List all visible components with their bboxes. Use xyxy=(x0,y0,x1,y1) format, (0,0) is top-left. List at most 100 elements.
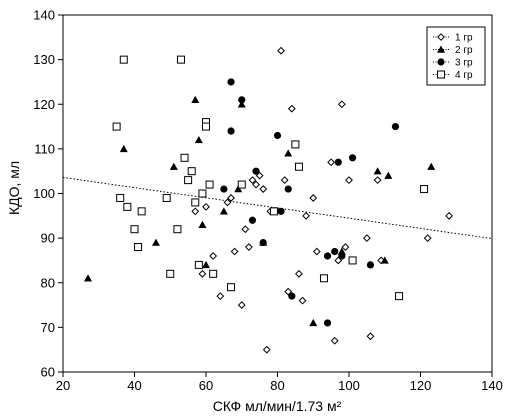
y-tick-label: 80 xyxy=(41,275,55,290)
data-point xyxy=(302,211,311,220)
x-tick-label: 60 xyxy=(199,378,213,393)
data-point xyxy=(348,256,357,265)
data-point xyxy=(198,269,207,278)
data-point xyxy=(348,154,357,162)
data-point xyxy=(191,95,200,103)
data-point xyxy=(330,336,339,345)
data-point xyxy=(366,261,375,269)
data-point xyxy=(173,225,182,234)
data-point xyxy=(373,176,382,185)
legend-label: 2 гр xyxy=(455,45,473,56)
data-point xyxy=(327,158,336,167)
data-points xyxy=(84,46,454,354)
y-tick-label: 90 xyxy=(41,231,55,246)
data-point xyxy=(198,220,207,228)
data-point xyxy=(334,158,342,166)
data-point xyxy=(445,211,454,220)
data-point xyxy=(362,234,371,243)
data-point xyxy=(345,176,353,185)
data-point xyxy=(288,292,296,300)
data-point xyxy=(220,185,228,193)
data-point xyxy=(287,104,296,113)
data-point xyxy=(269,207,278,216)
series-1 xyxy=(191,46,454,354)
y-tick-label: 100 xyxy=(33,186,55,201)
data-point xyxy=(180,153,189,162)
data-point xyxy=(116,193,125,202)
data-point xyxy=(337,100,346,109)
data-point xyxy=(280,176,289,185)
data-point xyxy=(319,274,328,283)
legend-box xyxy=(426,26,486,86)
data-point xyxy=(176,55,185,64)
data-point xyxy=(202,122,210,131)
x-tick-label: 140 xyxy=(481,378,503,393)
data-point xyxy=(244,243,253,251)
data-point xyxy=(259,185,268,193)
data-point xyxy=(191,198,200,207)
data-point xyxy=(191,207,200,216)
data-point xyxy=(295,269,303,278)
data-point xyxy=(284,185,292,193)
data-point xyxy=(241,225,250,234)
legend-marker xyxy=(437,58,445,66)
y-tick-label: 130 xyxy=(33,52,55,67)
data-point xyxy=(230,247,239,256)
data-point xyxy=(248,216,257,224)
data-point xyxy=(380,256,389,264)
data-point xyxy=(373,167,382,175)
data-point xyxy=(151,238,160,246)
data-point xyxy=(294,162,303,171)
data-point xyxy=(216,292,225,301)
x-tick-label: 120 xyxy=(410,378,432,393)
data-point xyxy=(273,131,282,140)
x-tick-label: 100 xyxy=(338,378,360,393)
data-point xyxy=(237,100,246,108)
data-point xyxy=(227,78,235,86)
data-point xyxy=(119,55,128,64)
data-point xyxy=(202,202,210,211)
data-point xyxy=(338,252,346,260)
data-point xyxy=(223,198,232,207)
data-point xyxy=(423,234,432,243)
data-point xyxy=(384,171,393,179)
legend-marker xyxy=(437,45,445,53)
data-point xyxy=(252,180,260,189)
data-point xyxy=(252,167,260,175)
data-point xyxy=(198,189,207,198)
data-point xyxy=(262,345,271,354)
data-point xyxy=(277,207,285,215)
data-point xyxy=(259,238,267,247)
data-point xyxy=(341,243,350,251)
data-point xyxy=(237,180,246,189)
y-axis-label: КДО, мл xyxy=(6,161,22,215)
x-tick-label: 20 xyxy=(56,378,70,393)
x-axis-label: СКФ мл/мин/1.73 м² xyxy=(213,398,342,414)
trend-line-group xyxy=(62,176,493,240)
x-tick-label: 80 xyxy=(270,378,284,393)
data-point xyxy=(130,225,139,234)
data-point xyxy=(194,260,203,269)
data-point xyxy=(194,135,203,144)
legend-label: 3 гр xyxy=(455,58,473,69)
data-point xyxy=(227,127,235,135)
data-point xyxy=(234,185,243,193)
data-point xyxy=(323,319,332,327)
data-point xyxy=(84,274,93,282)
axis-ticks: 20 40 60 80 100 120 140 60 70 80 90 100 110 120 130 140 xyxy=(33,8,503,394)
data-point xyxy=(420,185,429,194)
x-tick-label: 40 xyxy=(127,378,141,393)
series-3 xyxy=(220,78,400,327)
data-point xyxy=(166,269,175,278)
data-point xyxy=(277,46,285,55)
y-tick-label: 60 xyxy=(41,365,55,380)
data-point xyxy=(134,243,143,252)
data-point xyxy=(331,247,339,256)
legend-marker xyxy=(437,33,445,41)
data-point xyxy=(291,140,300,149)
data-point xyxy=(309,318,318,327)
y-tick-label: 140 xyxy=(33,8,55,23)
data-point xyxy=(427,162,436,170)
data-point xyxy=(202,260,210,269)
